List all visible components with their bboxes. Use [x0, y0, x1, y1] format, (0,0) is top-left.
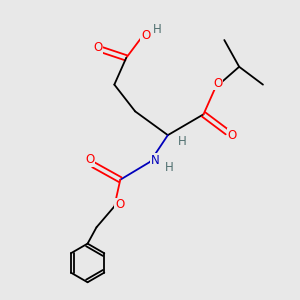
- Text: O: O: [227, 129, 236, 142]
- Text: O: O: [213, 76, 222, 90]
- Text: H: H: [178, 135, 187, 148]
- Text: O: O: [141, 29, 150, 42]
- Text: O: O: [85, 153, 94, 166]
- Text: H: H: [165, 161, 174, 174]
- Text: O: O: [93, 41, 103, 54]
- Text: O: O: [115, 199, 124, 212]
- Text: N: N: [151, 154, 160, 167]
- Text: H: H: [153, 23, 162, 36]
